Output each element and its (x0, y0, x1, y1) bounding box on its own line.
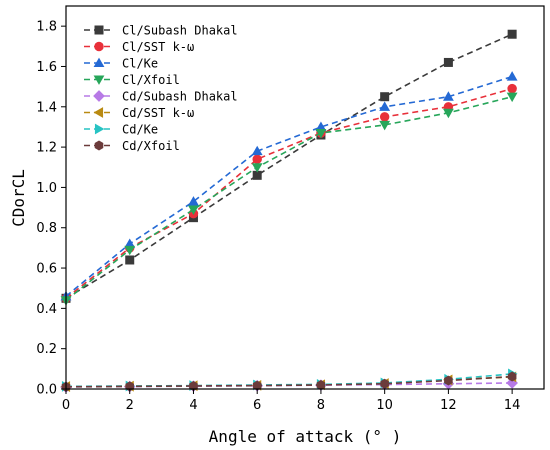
legend-marker (93, 107, 104, 118)
legend-label: Cd/SST k-ω (122, 106, 194, 120)
data-point (315, 128, 327, 139)
data-point (507, 83, 517, 94)
y-tick-label: 0.4 (36, 302, 57, 317)
data-point (380, 378, 389, 389)
legend-marker (94, 140, 104, 151)
x-tick-label: 10 (376, 398, 393, 413)
legend-label: Cd/Subash Dhakal (122, 90, 238, 104)
data-point (188, 205, 199, 215)
data-point (443, 57, 453, 67)
legend-label: Cl/Subash Dhakal (122, 24, 238, 38)
data-point (188, 196, 199, 206)
data-point (124, 245, 136, 256)
data-point (124, 238, 136, 248)
legend-marker (93, 90, 105, 102)
legend-marker (94, 41, 104, 52)
y-tick-label: 1.4 (36, 100, 57, 115)
y-tick-label: 1.6 (36, 60, 57, 75)
data-point (443, 91, 454, 101)
series-line (65, 33, 513, 299)
x-tick-label: 12 (440, 398, 457, 413)
y-axis-title: CDorCL (9, 169, 28, 227)
legend-label: Cd/Ke (122, 123, 158, 137)
data-point (379, 101, 391, 111)
data-point (380, 92, 390, 102)
data-point (507, 29, 517, 39)
data-point (444, 375, 453, 386)
data-point (506, 92, 518, 103)
series-line (65, 87, 513, 299)
legend-label: Cl/Xfoil (122, 73, 180, 87)
y-tick-label: 1.0 (36, 181, 57, 196)
y-tick-label: 0.2 (36, 342, 57, 357)
axes-group (65, 5, 545, 390)
x-tick-label: 4 (189, 398, 197, 413)
ticks-group: 0 2 4 6 8 10 12 14 0.0 0.2 0.4 0.6 0.8 1.0 1.2 1.4 1.6 1.… (36, 20, 520, 413)
data-point (379, 120, 391, 131)
series-line (65, 95, 513, 301)
y-tick-label: 0.0 (36, 383, 57, 398)
y-tick-label: 1.8 (36, 20, 57, 35)
data-point (251, 145, 263, 156)
data-point (315, 121, 327, 131)
legend-marker (94, 25, 104, 35)
y-tick-label: 0.6 (36, 262, 57, 277)
data-point (251, 163, 263, 173)
legend: Cl/Subash Dhakal Cl/SST k-ω Cl/Ke Cl/Xfoil C… (84, 24, 238, 153)
data-point (443, 108, 454, 119)
data-point (252, 380, 262, 391)
data-point (507, 371, 517, 382)
x-tick-label: 14 (504, 398, 521, 413)
series-line (65, 375, 513, 388)
plot-frame (65, 5, 545, 390)
legend-label: Cd/Xfoil (122, 139, 180, 153)
x-tick-label: 2 (126, 398, 134, 413)
data-point (506, 71, 518, 81)
y-tick-label: 0.8 (36, 221, 57, 236)
data-point (252, 170, 262, 180)
legend-label: Cl/Ke (122, 57, 158, 71)
x-tick-label: 0 (62, 398, 70, 413)
x-tick-label: 6 (253, 398, 261, 413)
legend-marker (93, 75, 105, 85)
y-tick-label: 1.2 (36, 141, 57, 156)
data-point (252, 154, 262, 164)
legend-marker (94, 123, 105, 135)
data-point (316, 380, 326, 390)
x-axis-title: Angle of attack (° ) (209, 427, 402, 446)
data-point (125, 255, 135, 265)
legend-marker (93, 57, 105, 68)
series-line (65, 75, 513, 297)
data-point (379, 112, 390, 122)
x-tick-label: 8 (317, 398, 325, 413)
legend-label: Cl/SST k-ω (122, 40, 194, 54)
